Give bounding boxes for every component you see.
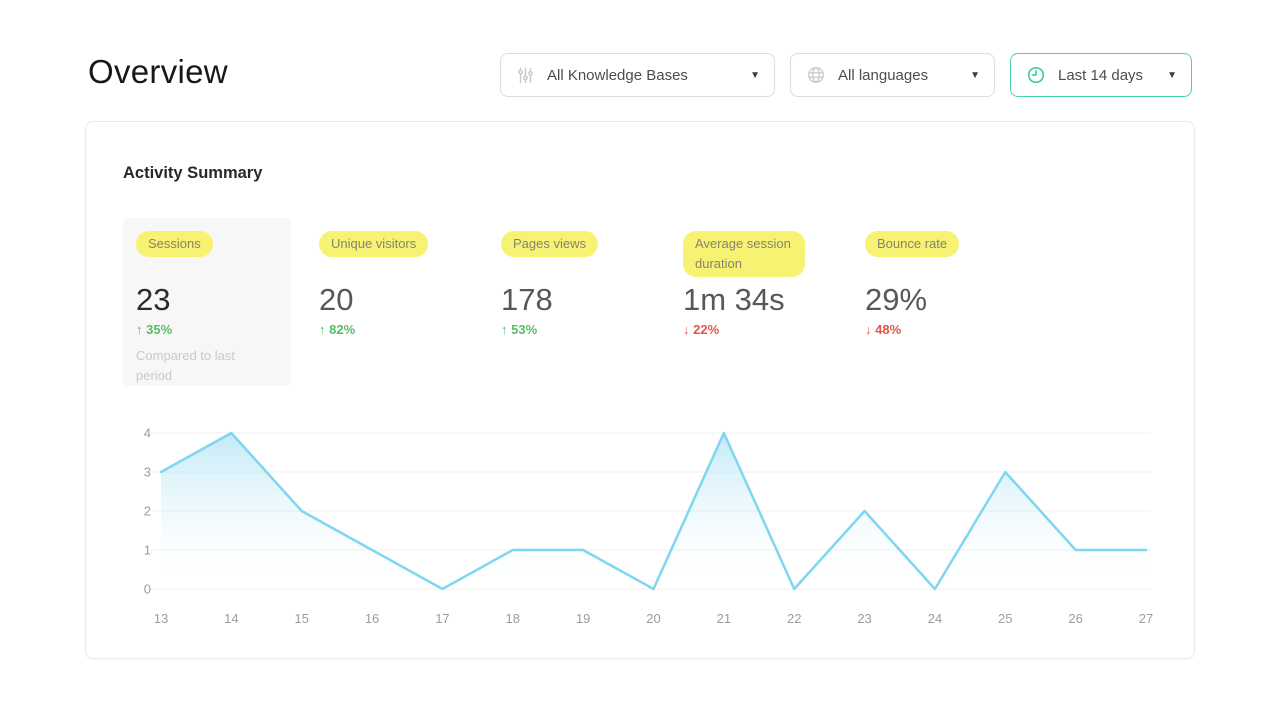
chevron-down-icon: ▼ (970, 69, 980, 81)
x-tick-label: 13 (153, 611, 169, 626)
down-arrow-icon: ↓ (865, 322, 872, 338)
sliders-icon (517, 67, 534, 84)
metric-change: ↓ 22% (683, 322, 720, 338)
x-tick-label: 23 (857, 611, 872, 626)
x-tick-label: 25 (998, 611, 1013, 626)
x-tick-label: 16 (364, 611, 380, 626)
languages-value: All languages (838, 66, 929, 84)
knowledge-bases-dropdown[interactable]: All Knowledge Bases ▼ (500, 53, 775, 97)
metric-value: 1m 34s (683, 282, 785, 317)
x-tick-label: 26 (1068, 611, 1083, 626)
filter-bar: All Knowledge Bases ▼ All languages ▼ (500, 53, 1192, 97)
metric-sessions[interactable]: Sessions 23 ↑ 35% Compared to last perio… (123, 218, 291, 386)
activity-summary-card: Activity Summary Sessions 23 ↑ 35% Compa… (85, 121, 1195, 659)
metric-label: Sessions (136, 231, 213, 257)
up-arrow-icon: ↑ (136, 322, 143, 338)
x-tick-label: 21 (716, 611, 732, 626)
metric-value: 29% (865, 282, 928, 317)
clock-icon (1027, 66, 1045, 84)
metric-bounce-rate[interactable]: Bounce rate 29% ↓ 48% (865, 218, 1047, 386)
metric-value: 20 (319, 282, 354, 317)
metric-avg-session-duration[interactable]: Average session duration 1m 34s ↓ 22% (683, 218, 865, 386)
y-tick-label: 0 (143, 581, 151, 597)
date-range-value: Last 14 days (1058, 66, 1144, 84)
metric-unique-visitors[interactable]: Unique visitors 20 ↑ 82% (319, 218, 501, 386)
x-tick-label: 14 (224, 611, 239, 626)
down-arrow-icon: ↓ (683, 322, 690, 338)
metric-pages-views[interactable]: Pages views 178 ↑ 53% (501, 218, 683, 386)
date-range-dropdown[interactable]: Last 14 days ▼ (1010, 53, 1192, 97)
chevron-down-icon: ▼ (1167, 69, 1177, 81)
x-tick-label: 22 (786, 611, 802, 626)
card-title: Activity Summary (123, 164, 263, 182)
y-tick-label: 4 (143, 425, 151, 441)
page-title: Overview (88, 53, 228, 90)
metric-note: Compared to last period (136, 348, 235, 384)
chart-canvas (151, 431, 1151, 591)
metric-change: ↑ 53% (501, 322, 538, 338)
metric-change: ↑ 82% (319, 322, 356, 338)
knowledge-bases-value: All Knowledge Bases (547, 66, 688, 84)
metric-change: ↓ 48% (865, 322, 902, 338)
up-arrow-icon: ↑ (501, 322, 508, 338)
chevron-down-icon: ▼ (750, 69, 760, 81)
globe-icon (807, 66, 825, 84)
metric-label: Unique visitors (319, 231, 429, 257)
x-tick-label: 18 (505, 611, 521, 626)
languages-dropdown[interactable]: All languages ▼ (790, 53, 995, 97)
x-tick-label: 20 (646, 611, 661, 626)
x-tick-label: 24 (927, 611, 943, 626)
y-tick-label: 3 (143, 464, 151, 480)
metric-value: 23 (136, 282, 171, 317)
metric-value: 178 (501, 282, 553, 317)
up-arrow-icon: ↑ (319, 322, 326, 338)
metric-label: Average session duration (683, 231, 805, 277)
x-tick-label: 19 (575, 611, 591, 626)
x-tick-label: 27 (1138, 611, 1154, 626)
metrics-row: Sessions 23 ↑ 35% Compared to last perio… (123, 218, 1047, 386)
y-tick-label: 1 (143, 542, 151, 558)
metric-label: Bounce rate (865, 231, 960, 257)
x-tick-label: 17 (435, 611, 450, 626)
x-tick-label: 15 (294, 611, 309, 626)
x-axis: 13 14 15 16 17 18 19 20 21 22 23 24 25 26 27 (154, 589, 1153, 626)
y-axis: 0 1 2 3 4 (123, 426, 151, 597)
metric-label: Pages views (501, 231, 598, 257)
y-tick-label: 2 (143, 503, 151, 519)
metric-change: ↑ 35% (136, 322, 173, 338)
